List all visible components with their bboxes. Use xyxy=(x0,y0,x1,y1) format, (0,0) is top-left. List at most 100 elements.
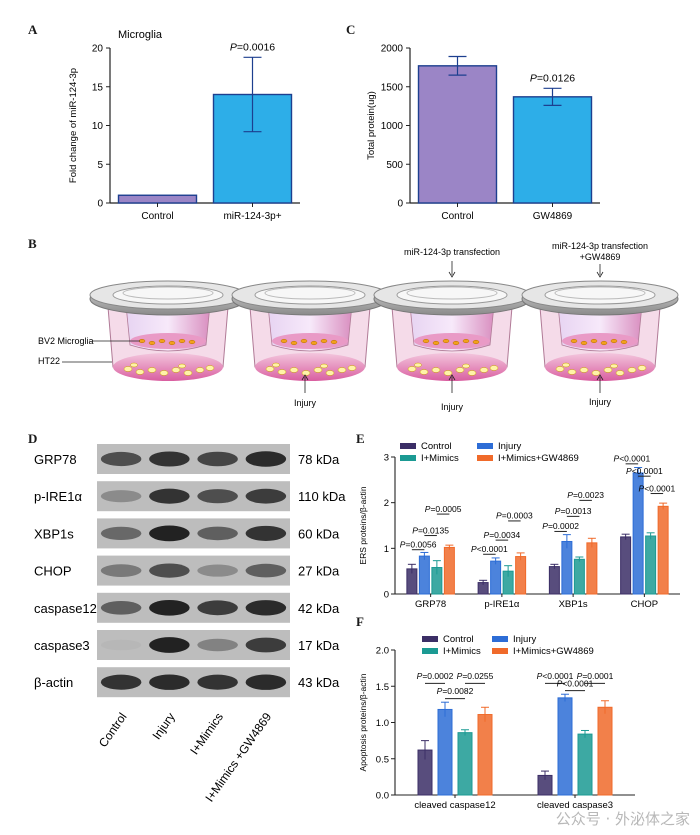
y-tick-label: 0 xyxy=(97,199,103,210)
y-tick-label: 0 xyxy=(397,199,403,210)
well-2 xyxy=(231,280,389,382)
protein-label: p-IRE1α xyxy=(34,489,82,504)
transfection-label-3: miR-124-3p transfection xyxy=(404,247,500,257)
chart-title: Microglia xyxy=(118,29,163,41)
bar-injury xyxy=(561,540,573,595)
chart-a: 0 5 10 15 20 Fold change of miR-124-3p Control… xyxy=(68,29,300,222)
y-tick-label: 20 xyxy=(92,44,104,55)
well-3 xyxy=(373,280,531,382)
kda-label: 42 kDa xyxy=(298,601,340,616)
panel-letter-a: A xyxy=(28,22,38,37)
well-4 xyxy=(521,280,679,382)
band xyxy=(245,563,287,578)
band xyxy=(149,488,190,504)
band xyxy=(149,525,190,542)
bar-i-mimics-gw4869 xyxy=(586,542,598,595)
y-tick-label: 15 xyxy=(92,82,104,93)
p-value-label: P=0.0082 xyxy=(437,686,474,696)
legend-label: Control xyxy=(421,441,452,452)
x-tick-label: Control xyxy=(441,211,473,222)
x-tick-label: GW4869 xyxy=(533,211,573,222)
y-tick-label: 3 xyxy=(384,453,389,464)
p-value-label: P=0.0003 xyxy=(496,511,533,521)
protein-label: caspase12 xyxy=(34,601,97,616)
legend-label: Control xyxy=(443,634,474,645)
label-bv2: BV2 Microglia xyxy=(38,336,94,346)
blot-row-6 xyxy=(97,667,290,698)
y-axis-label: Total protein(ug) xyxy=(366,91,377,160)
western-blot-d: GRP78 78 kDa p-IRE1α 110 kDa XBP1s 60 kDa CHOP… xyxy=(34,444,346,804)
kda-label: 110 kDa xyxy=(298,489,346,504)
legend-swatch-i-mimics-gw4869 xyxy=(492,648,508,654)
p-value-label: P=0.0126 xyxy=(530,72,575,84)
legend-swatch-injury xyxy=(477,443,493,449)
legend-label: I+Mimics+GW4869 xyxy=(498,453,579,464)
legend-label: Injury xyxy=(513,634,536,645)
bar-i-mimics-gw4869 xyxy=(515,556,527,595)
blot-row-4 xyxy=(97,592,290,623)
kda-label: 27 kDa xyxy=(298,564,340,579)
band xyxy=(197,451,238,467)
watermark: 公众号 · 外泌体之家 xyxy=(555,810,690,828)
legend-label: I+Mimics xyxy=(443,646,481,657)
band xyxy=(100,674,142,690)
panel-letter-c: C xyxy=(346,22,356,37)
diagram-b: BV2 Microglia HT22 miR-124-3p transfecti… xyxy=(38,241,679,412)
injury-arrow-4: Injury xyxy=(589,374,612,407)
injury-arrow-3: Injury xyxy=(441,374,464,412)
bar-injury xyxy=(557,697,573,796)
legend-swatch-injury xyxy=(492,636,508,642)
p-value-label: P=0.0023 xyxy=(567,490,604,500)
band xyxy=(197,564,238,577)
band xyxy=(100,490,142,503)
bar-control xyxy=(620,536,632,595)
p-value-label: P=0.0135 xyxy=(412,525,449,535)
blot-row-5 xyxy=(97,630,290,660)
bar-i-mimics xyxy=(577,733,593,796)
blot-row-3 xyxy=(97,555,290,586)
protein-label: XBP1s xyxy=(34,526,74,541)
bar-i-mimics-gw4869 xyxy=(657,505,669,595)
legend-swatch-i-mimics xyxy=(422,648,438,654)
bar-i-mimics xyxy=(457,732,473,796)
blot-row-2 xyxy=(97,518,290,549)
band xyxy=(245,637,287,653)
x-tick-label: XBP1s xyxy=(559,599,588,610)
band xyxy=(149,451,190,467)
protein-label: β-actin xyxy=(34,675,73,690)
bar-injury xyxy=(437,708,453,796)
panel-letter-e: E xyxy=(356,431,365,446)
band xyxy=(149,674,190,690)
legend-label: I+Mimics+GW4869 xyxy=(513,646,594,657)
bar-control xyxy=(117,194,198,204)
y-tick-label: 2.0 xyxy=(376,646,389,657)
p-value-label: P<0.0001 xyxy=(614,454,651,464)
x-tick-label: cleaved caspase12 xyxy=(414,800,495,811)
legend-swatch-control xyxy=(422,636,438,642)
kda-label: 60 kDa xyxy=(298,526,340,541)
panel-letter-b: B xyxy=(28,236,37,251)
y-axis-label: ERS proteins/β-actin xyxy=(358,486,368,564)
svg-text:Injury: Injury xyxy=(294,398,317,408)
band xyxy=(245,674,287,690)
y-tick-label: 1 xyxy=(384,544,389,555)
y-tick-label: 0.5 xyxy=(376,754,389,765)
bar-control xyxy=(548,566,560,595)
y-tick-label: 1.5 xyxy=(376,682,389,693)
x-tick-label: Control xyxy=(141,211,173,222)
bar-injury xyxy=(418,555,430,595)
legend-label: Injury xyxy=(498,441,521,452)
y-tick-label: 1.0 xyxy=(376,718,389,729)
band xyxy=(197,526,238,541)
x-tick-label: cleaved caspase3 xyxy=(537,800,613,811)
band xyxy=(149,637,190,653)
protein-label: caspase3 xyxy=(34,638,90,653)
band xyxy=(197,638,238,652)
lane-label: I+Mimics xyxy=(187,710,226,757)
well-1 xyxy=(89,280,247,382)
band xyxy=(245,488,287,504)
p-value-label: P<0.0001 xyxy=(471,544,508,554)
band xyxy=(100,451,142,467)
legend-swatch-i-mimics-gw4869 xyxy=(477,455,493,461)
svg-text:Injury: Injury xyxy=(589,397,612,407)
